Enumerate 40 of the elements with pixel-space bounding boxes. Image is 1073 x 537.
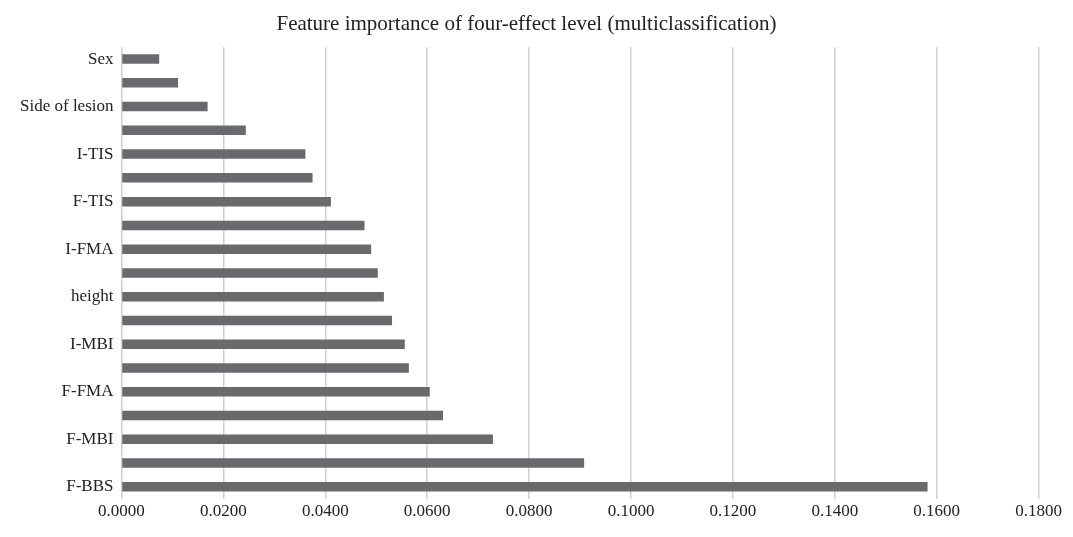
bar <box>122 410 443 421</box>
y-tick-label: I-FMA <box>65 238 115 258</box>
x-tick-label: 0.1400 <box>811 501 859 521</box>
bar <box>122 125 246 136</box>
x-tick-label: 0.1200 <box>709 501 757 521</box>
bar <box>122 149 306 159</box>
y-tick-label: I-TIS <box>76 143 114 163</box>
bar <box>122 386 430 397</box>
x-tick-label: 0.1800 <box>1015 501 1062 521</box>
bar <box>122 458 585 468</box>
bar <box>122 173 313 183</box>
y-tick-label: height <box>70 286 114 306</box>
x-tick-label: 0.0600 <box>403 501 451 521</box>
x-tick-label: 0.1000 <box>607 501 655 521</box>
bar <box>122 196 331 207</box>
x-tick-label: 0.0000 <box>98 501 145 521</box>
y-tick-label: F-FMA <box>61 381 115 401</box>
bar <box>122 339 405 349</box>
bar <box>122 434 493 444</box>
y-tick-label: Sex <box>87 48 114 68</box>
y-tick-label: F-TIS <box>72 191 114 211</box>
bar <box>122 54 160 64</box>
x-tick-label: 0.0800 <box>505 501 553 521</box>
bar <box>122 268 378 278</box>
y-tick-label: F-MBI <box>66 428 114 448</box>
y-tick-label: F-BBS <box>66 476 114 496</box>
bar <box>122 315 393 326</box>
bar <box>122 220 365 231</box>
bar <box>122 291 384 302</box>
bar <box>122 78 179 88</box>
y-tick-label: I-MBI <box>70 333 114 353</box>
x-tick-label: 0.0400 <box>301 501 349 521</box>
bar <box>122 481 928 492</box>
chart-title: Feature importance of four-effect level (multiclassification) <box>276 11 777 36</box>
bar <box>122 363 409 373</box>
x-tick-label: 0.1600 <box>913 501 961 521</box>
x-tick-label: 0.0200 <box>200 501 247 521</box>
y-tick-label: Side of lesion <box>19 96 114 116</box>
bar <box>122 101 208 112</box>
bar <box>122 244 372 254</box>
